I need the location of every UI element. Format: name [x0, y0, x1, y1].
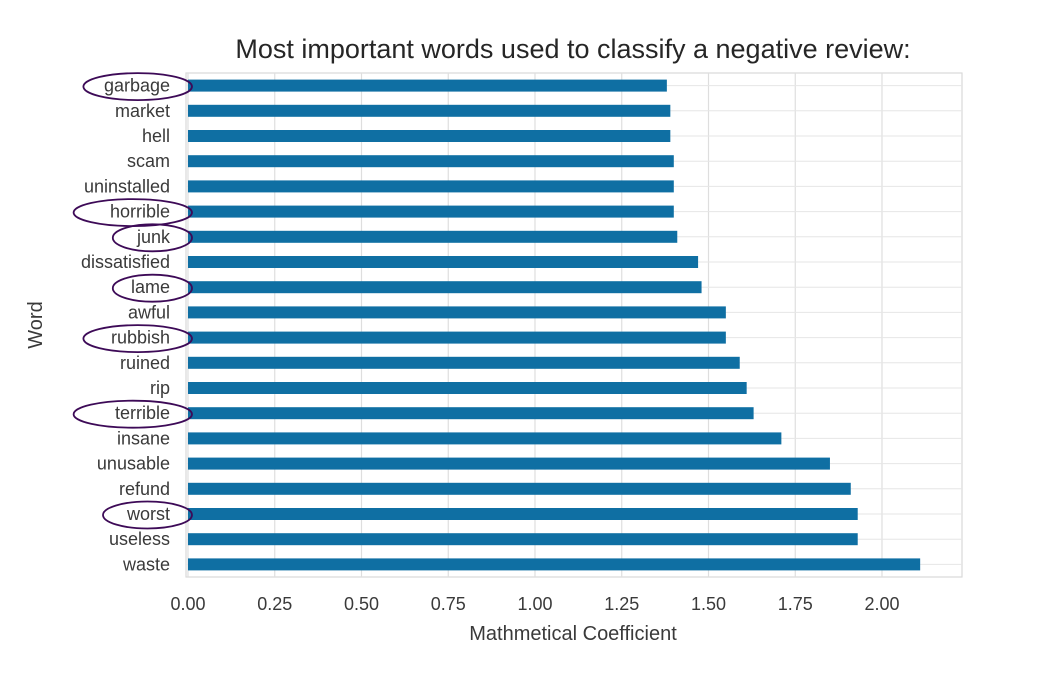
y-tick-label: uninstalled: [84, 176, 170, 196]
bar-rubbish: [188, 331, 726, 344]
bar-junk: [188, 230, 678, 243]
y-tick-label: terrible: [115, 403, 170, 423]
bar-uninstalled: [188, 180, 674, 193]
y-tick-label: refund: [119, 479, 170, 499]
bar-market: [188, 104, 671, 117]
x-tick-label: 0.00: [170, 594, 205, 614]
x-tick-label: 0.75: [431, 594, 466, 614]
x-tick-label: 1.25: [604, 594, 639, 614]
y-tick-label: useless: [109, 529, 170, 549]
y-tick-label: garbage: [104, 76, 170, 96]
highlight-ellipse: [111, 273, 193, 303]
plot-frame: [185, 72, 963, 578]
x-tick-label: 1.50: [691, 594, 726, 614]
bar-terrible: [188, 407, 754, 420]
highlight-ellipse: [72, 399, 193, 429]
highlight-ellipse: [102, 500, 193, 530]
bar-hell: [188, 130, 671, 142]
y-tick-label: insane: [117, 428, 170, 448]
y-tick-label: worst: [126, 504, 170, 524]
y-tick-label: market: [115, 101, 170, 121]
y-tick-label: horrible: [110, 202, 170, 222]
highlight-ellipse: [82, 324, 193, 354]
y-tick-label: dissatisfied: [81, 252, 170, 272]
bar-unusable: [188, 457, 830, 470]
highlight-ellipse: [111, 223, 193, 253]
bar-dissatisfied: [188, 256, 699, 268]
bar-lame: [188, 281, 702, 294]
y-tick-label: waste: [122, 554, 170, 574]
bar-awful: [188, 306, 726, 319]
y-tick-label: awful: [128, 302, 170, 322]
bar-scam: [188, 155, 674, 168]
y-tick-label: lame: [131, 277, 170, 297]
x-tick-label: 0.50: [344, 594, 379, 614]
y-tick-label: scam: [127, 151, 170, 171]
bar-garbage: [188, 79, 667, 92]
y-axis-label: Word: [25, 301, 47, 348]
bar-useless: [188, 533, 858, 546]
x-axis-label: Mathmetical Coefficient: [469, 623, 677, 645]
x-tick-label: 0.25: [257, 594, 292, 614]
y-tick-label: hell: [142, 126, 170, 146]
bar-horrible: [188, 205, 674, 218]
bar-rip: [188, 382, 747, 394]
y-tick-label: ruined: [120, 353, 170, 373]
bar-refund: [188, 482, 851, 495]
y-tick-label: junk: [136, 227, 171, 247]
bar-insane: [188, 432, 782, 445]
bar-waste: [188, 558, 921, 571]
y-tick-label: rip: [150, 378, 170, 398]
y-tick-label: unusable: [97, 454, 170, 474]
plot-area: 0.00 0.25 0.50 0.75 1.00 1.25 1.50 1.75 2.00 garb…: [72, 72, 963, 614]
x-tick-label: 2.00: [864, 594, 899, 614]
x-tick-label: 1.00: [517, 594, 552, 614]
x-tick-label: 1.75: [778, 594, 813, 614]
y-tick-label: rubbish: [111, 328, 170, 348]
bar-ruined: [188, 356, 740, 369]
chart-title: Most important words used to classify a …: [235, 34, 910, 64]
bar-worst: [188, 508, 858, 520]
highlight-ellipse: [82, 72, 193, 101]
